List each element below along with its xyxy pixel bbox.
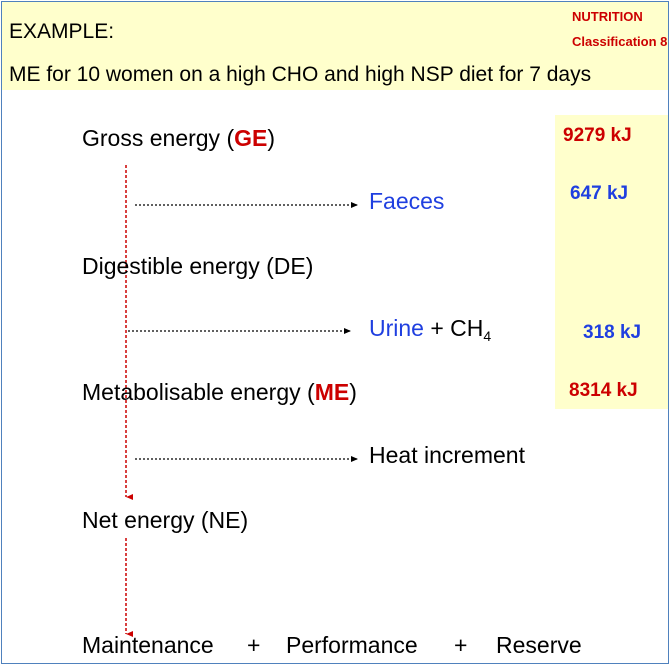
subtitle: ME for 10 women on a high CHO and high N… — [9, 63, 592, 86]
corner-nutrition: NUTRITION — [572, 9, 643, 24]
me-value: 8314 kJ — [569, 380, 638, 401]
ge-value: 9279 kJ — [563, 125, 632, 146]
digestible-energy-label: Digestible energy (DE) — [82, 253, 314, 279]
faeces-value: 647 kJ — [570, 183, 629, 204]
heat-increment-label: Heat increment — [369, 442, 525, 468]
plus-sign-2: + — [454, 632, 468, 658]
performance-label: Performance — [286, 632, 418, 658]
plus-sign-1: + — [247, 632, 261, 658]
maintenance-label: Maintenance — [82, 632, 214, 658]
reserve-label: Reserve — [496, 632, 582, 658]
example-label: EXAMPLE: — [9, 20, 115, 43]
net-energy-label: Net energy (NE) — [82, 507, 249, 533]
corner-classification: Classification 8 — [572, 34, 668, 49]
header-band: EXAMPLE: ME for 10 women on a high CHO a… — [2, 2, 668, 90]
faeces-label: Faeces — [369, 188, 445, 214]
urine-value: 318 kJ — [583, 322, 642, 343]
energy-values-column — [555, 115, 668, 409]
gross-energy-label: Gross energy (GE) — [82, 125, 276, 151]
metabolisable-energy-label: Metabolisable energy (ME) — [82, 379, 357, 405]
urine-ch4-label: Urine + CH4 — [369, 315, 492, 344]
